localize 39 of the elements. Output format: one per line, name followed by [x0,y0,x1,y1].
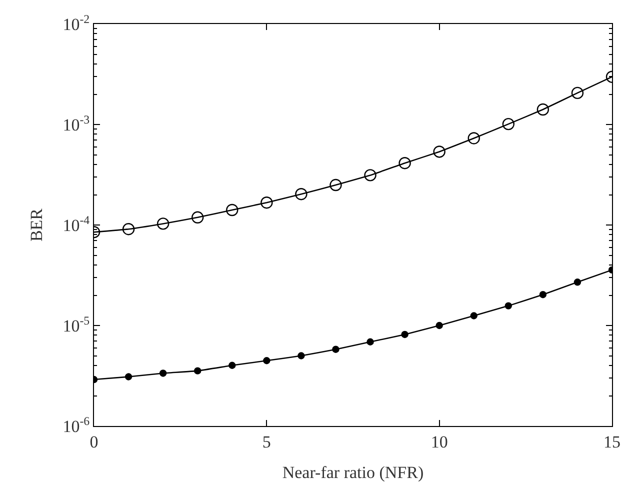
point [194,367,202,374]
x-tick-label: 0 [90,432,98,452]
point [330,178,342,192]
point [401,330,408,338]
point [571,86,584,100]
point [398,157,411,170]
point [228,362,236,369]
point [502,118,514,130]
point [295,188,308,200]
point [364,169,376,182]
point [226,204,238,216]
point [263,357,270,364]
point [122,223,135,236]
point [260,196,273,209]
y-tick-label: 10$^{-4}$ [62,212,90,235]
point [436,322,443,330]
point [433,146,446,158]
x-tick-label: 15 [604,432,620,452]
y-tick-label: 10$^{-2}$ [62,12,90,34]
point [156,218,170,230]
x-tick-label: 5 [262,432,271,452]
y-tick-label: 10$^{-3}$ [62,112,90,134]
y-tick-label: 10$^{-6}$ [62,414,90,436]
point [159,370,167,377]
point [298,352,305,360]
point [366,338,374,346]
point [332,346,340,353]
point [192,211,204,224]
y-axis-title: BER [27,208,46,242]
point [574,278,582,286]
point [536,103,550,116]
x-axis-title: Near-far ratio (NFR) [282,462,424,482]
point [124,373,132,380]
x-tick-label: 10 [430,432,448,452]
point [504,302,512,310]
point [539,291,547,298]
point [470,312,478,320]
y-tick-label: 10$^{-5}$ [62,313,90,336]
point [468,132,480,144]
